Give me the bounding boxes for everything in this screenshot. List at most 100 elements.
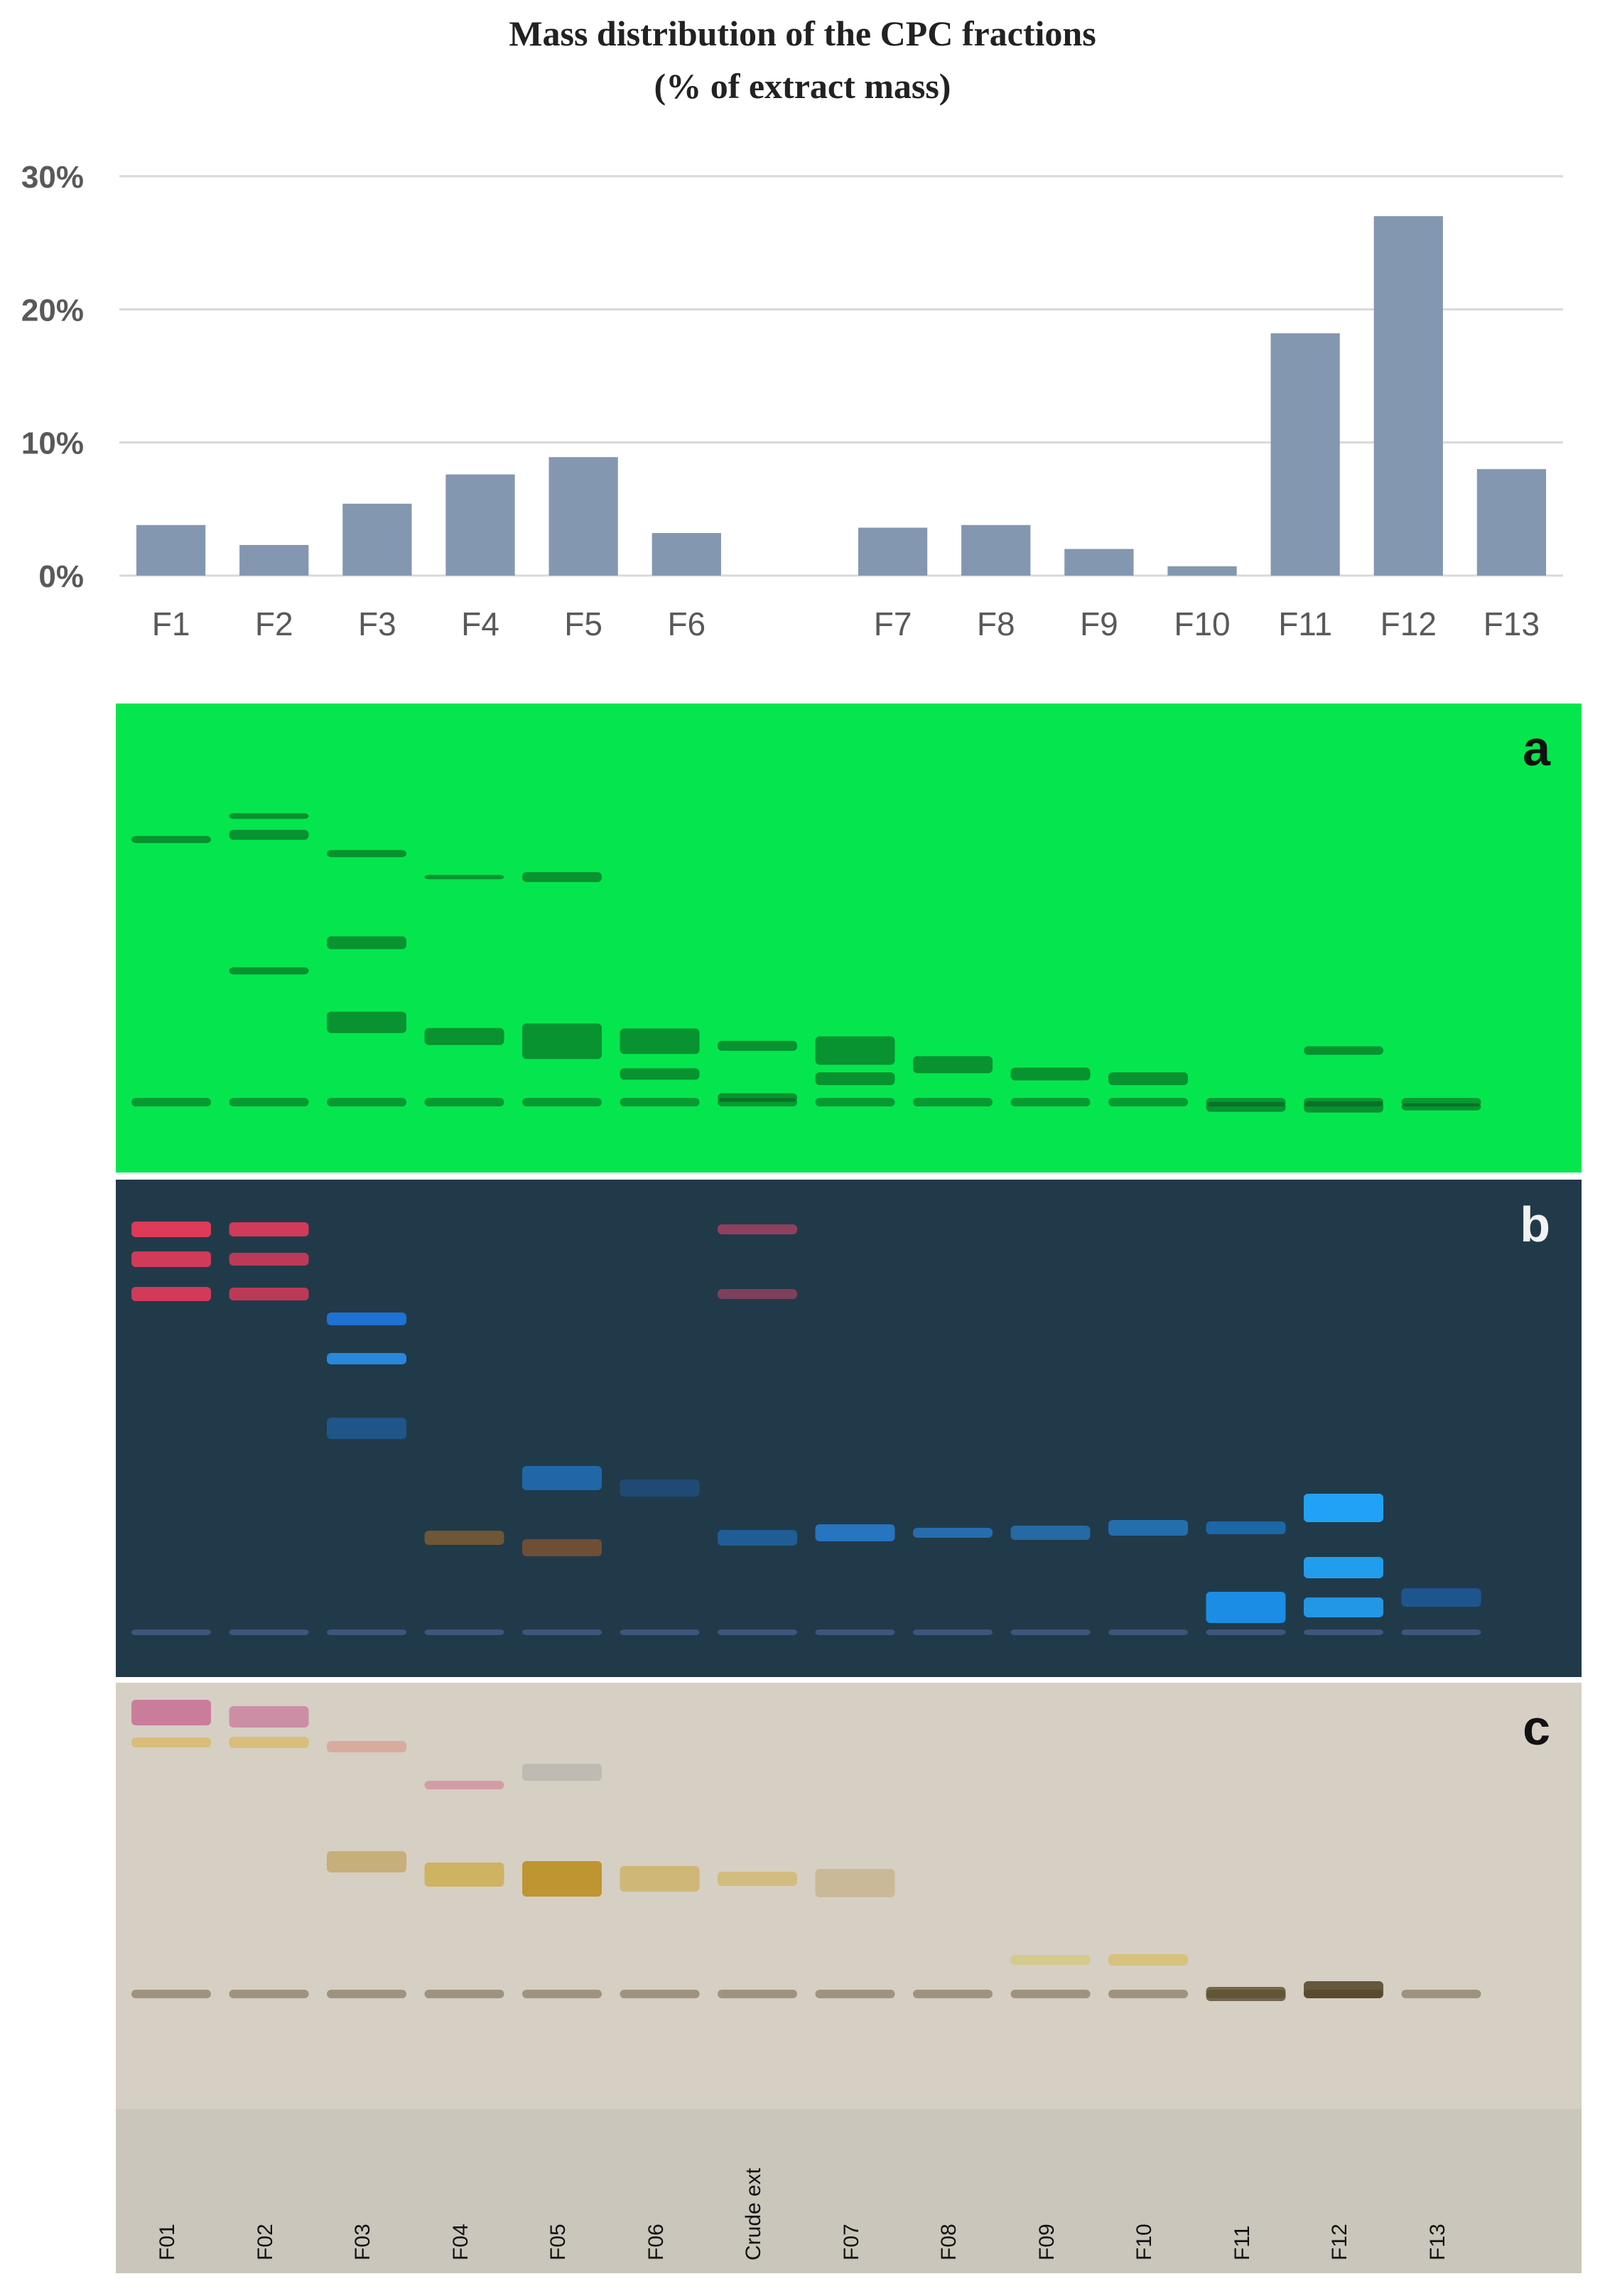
tlc-band — [718, 1990, 797, 1998]
x-tick-label: F5 — [564, 605, 602, 642]
tlc-band — [131, 1251, 211, 1267]
tlc-band — [229, 813, 309, 819]
x-tick-label: F11 — [1278, 605, 1332, 642]
bar — [858, 527, 928, 576]
tlc-band — [522, 1861, 602, 1897]
tlc-band — [1206, 1629, 1286, 1635]
tlc-band — [1010, 1098, 1091, 1106]
tlc-band — [229, 1629, 309, 1635]
tlc-band — [327, 1098, 406, 1106]
lane-label-text: F09 — [1034, 2224, 1059, 2260]
lane-label-text: F13 — [1425, 2224, 1449, 2260]
tlc-band — [815, 1524, 895, 1541]
tlc-band — [229, 1222, 309, 1236]
bar — [239, 544, 309, 576]
tlc-band — [1304, 1597, 1383, 1617]
tlc-band — [327, 1741, 406, 1752]
tlc-band — [327, 1011, 406, 1033]
tlc-band — [620, 1068, 700, 1080]
tlc-band — [1304, 1494, 1383, 1522]
tlc-band — [1304, 1629, 1383, 1635]
tlc-band — [131, 1222, 211, 1237]
lane-label-text: Crude ext — [742, 2167, 765, 2260]
tlc-band — [1401, 1103, 1481, 1111]
tlc-band — [1401, 1990, 1481, 1998]
tlc-band — [327, 850, 406, 858]
plate-b-lanes — [131, 1222, 1481, 1635]
lane-label-text: F12 — [1328, 2224, 1351, 2260]
tlc-band — [718, 1530, 797, 1546]
tlc-band — [424, 1863, 504, 1887]
tlc-band — [424, 1990, 504, 1998]
x-tick-label: F7 — [874, 605, 912, 642]
x-tick-label: F1 — [152, 605, 190, 642]
tlc-band — [522, 1539, 602, 1556]
tlc-band — [620, 1480, 700, 1497]
tlc-band — [424, 875, 504, 880]
tlc-band — [1010, 1067, 1091, 1081]
lane-label-text: F11 — [1230, 2225, 1254, 2260]
tlc-band — [229, 1990, 309, 1998]
y-tick-label: 10% — [21, 426, 84, 461]
plate-a-lanes — [131, 813, 1481, 1113]
tlc-plate-a: a — [116, 704, 1582, 1173]
tlc-band — [424, 1781, 504, 1789]
tlc-band — [522, 1990, 602, 1998]
plate-c-lanes — [131, 1700, 1481, 2001]
tlc-band — [815, 1990, 895, 1998]
lane-label-text: F10 — [1133, 2224, 1156, 2260]
tlc-band — [1108, 1629, 1188, 1635]
x-tick-label: F4 — [461, 605, 499, 642]
bar — [445, 474, 515, 576]
x-tick-label: F8 — [977, 605, 1015, 642]
tlc-band — [1206, 1101, 1286, 1112]
tlc-band — [327, 1418, 406, 1439]
lane-label-text: F03 — [351, 2224, 374, 2260]
tlc-band — [1108, 1954, 1188, 1966]
x-tick-label: F3 — [358, 605, 396, 642]
tlc-band — [327, 1353, 406, 1364]
tlc-band — [1304, 1981, 1383, 1998]
tlc-band — [131, 1287, 211, 1301]
tlc-band — [522, 1098, 602, 1106]
lane-label-text: F04 — [448, 2224, 472, 2260]
tlc-band — [1304, 1046, 1383, 1055]
tlc-band — [815, 1869, 895, 1897]
bar — [1270, 333, 1340, 576]
tlc-band — [327, 1851, 406, 1872]
tlc-band — [620, 1098, 700, 1106]
tlc-band — [424, 1531, 504, 1545]
tlc-band — [718, 1093, 797, 1102]
x-tick-label: F12 — [1380, 605, 1437, 642]
tlc-band — [229, 1288, 309, 1300]
bar — [548, 457, 618, 576]
tlc-band — [1010, 1629, 1091, 1635]
tlc-band — [620, 1990, 700, 1998]
bar — [1476, 469, 1547, 576]
y-tick-label: 30% — [21, 160, 84, 195]
tlc-band — [131, 1629, 211, 1635]
tlc-band — [913, 1098, 993, 1106]
tlc-band — [718, 1224, 797, 1234]
tlc-band — [718, 1872, 797, 1886]
tlc-band — [327, 1313, 406, 1325]
chart-title: Mass distribution of the CPC fractions (… — [0, 7, 1605, 112]
tlc-band — [229, 967, 309, 975]
tlc-band — [229, 1253, 309, 1266]
tlc-band — [131, 1737, 211, 1747]
tlc-band — [327, 1629, 406, 1635]
y-tick-label: 20% — [21, 293, 84, 328]
plate-c-letter: c — [1523, 1700, 1550, 1755]
tlc-band — [913, 1629, 993, 1635]
tlc-band — [522, 1023, 602, 1060]
tlc-band — [1010, 1990, 1091, 1998]
tlc-band — [913, 1990, 993, 1998]
tlc-plate-b: b — [116, 1180, 1582, 1677]
tlc-band — [229, 829, 309, 840]
tlc-band — [522, 1629, 602, 1635]
tlc-band — [522, 1764, 602, 1781]
bar — [1167, 566, 1237, 576]
tlc-band — [327, 936, 406, 949]
x-tick-label: F2 — [255, 605, 293, 642]
tlc-band — [1401, 1629, 1481, 1635]
